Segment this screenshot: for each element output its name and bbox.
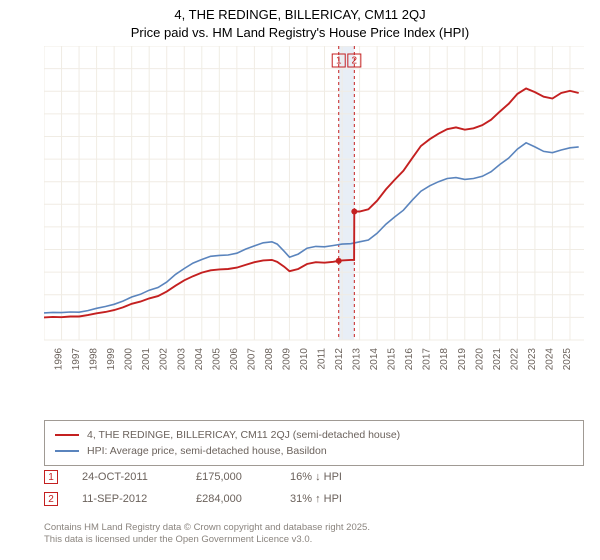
event-row: 2 11-SEP-2012 £284,000 31% ↑ HPI (44, 490, 584, 508)
x-tick-label: 2013 (352, 348, 363, 371)
event-date: 24-OCT-2011 (82, 471, 172, 483)
x-tick-label: 2004 (194, 348, 205, 371)
x-tick-label: 2023 (527, 348, 538, 371)
sale-marker-num-2: 2 (352, 56, 358, 67)
x-tick-label: 2022 (509, 348, 520, 371)
x-tick-label: 2001 (141, 348, 152, 371)
x-tick-label: 2005 (211, 348, 222, 371)
legend-swatch (55, 450, 79, 452)
x-tick-label: 2021 (492, 348, 503, 371)
x-tick-label: 2017 (422, 348, 433, 371)
legend-row: 4, THE REDINGE, BILLERICAY, CM11 2QJ (se… (55, 427, 573, 443)
x-tick-label: 2025 (562, 348, 573, 371)
event-row: 1 24-OCT-2011 £175,000 16% ↓ HPI (44, 468, 584, 486)
legend-label: 4, THE REDINGE, BILLERICAY, CM11 2QJ (se… (87, 429, 400, 441)
x-tick-label: 2018 (439, 348, 450, 371)
x-tick-label: 1996 (54, 348, 65, 371)
series-hpi (44, 143, 579, 313)
x-tick-label: 1995 (44, 348, 47, 371)
x-tick-label: 2012 (334, 348, 345, 371)
sale-dot-2 (351, 209, 357, 215)
x-tick-label: 2002 (159, 348, 170, 371)
plot-area: £0£50K£100K£150K£200K£250K£300K£350K£400… (44, 46, 584, 376)
series-price_paid (44, 89, 579, 318)
highlight-band (339, 46, 355, 340)
footer-line-1: Contains HM Land Registry data © Crown c… (44, 522, 584, 534)
x-tick-label: 2007 (246, 348, 257, 371)
x-tick-label: 2011 (317, 348, 328, 370)
x-tick-label: 2010 (299, 348, 310, 371)
x-tick-label: 2009 (281, 348, 292, 371)
event-marker-1: 1 (44, 470, 58, 484)
x-tick-label: 2014 (369, 348, 380, 371)
x-tick-label: 2016 (404, 348, 415, 371)
sale-marker-num-1: 1 (336, 56, 342, 67)
event-marker-2: 2 (44, 492, 58, 506)
chart-svg: £0£50K£100K£150K£200K£250K£300K£350K£400… (44, 46, 584, 376)
legend-row: HPI: Average price, semi-detached house,… (55, 443, 573, 459)
x-tick-label: 2019 (457, 348, 468, 371)
x-tick-label: 2024 (544, 348, 555, 371)
legend-label: HPI: Average price, semi-detached house,… (87, 445, 327, 457)
footer-attribution: Contains HM Land Registry data © Crown c… (44, 522, 584, 547)
event-hpi: 16% ↓ HPI (290, 471, 380, 483)
x-tick-label: 1997 (71, 348, 82, 371)
x-tick-label: 2006 (229, 348, 240, 371)
x-tick-label: 2000 (124, 348, 135, 371)
x-tick-label: 2003 (176, 348, 187, 371)
title-line-2: Price paid vs. HM Land Registry's House … (0, 24, 600, 42)
chart-title: 4, THE REDINGE, BILLERICAY, CM11 2QJ Pri… (0, 0, 600, 41)
x-tick-label: 2008 (264, 348, 275, 371)
x-tick-label: 1998 (89, 348, 100, 371)
event-price: £175,000 (196, 471, 266, 483)
legend-swatch (55, 434, 79, 436)
title-line-1: 4, THE REDINGE, BILLERICAY, CM11 2QJ (174, 7, 425, 22)
footer-line-2: This data is licensed under the Open Gov… (44, 534, 584, 546)
sale-dot-1 (336, 258, 342, 264)
legend: 4, THE REDINGE, BILLERICAY, CM11 2QJ (se… (44, 420, 584, 466)
event-hpi: 31% ↑ HPI (290, 493, 380, 505)
event-price: £284,000 (196, 493, 266, 505)
chart-container: 4, THE REDINGE, BILLERICAY, CM11 2QJ Pri… (0, 0, 600, 560)
sale-events: 1 24-OCT-2011 £175,000 16% ↓ HPI 2 11-SEP-201… (44, 468, 584, 512)
x-tick-label: 1999 (106, 348, 117, 371)
x-tick-label: 2015 (387, 348, 398, 371)
x-tick-label: 2020 (474, 348, 485, 371)
event-date: 11-SEP-2012 (82, 493, 172, 505)
